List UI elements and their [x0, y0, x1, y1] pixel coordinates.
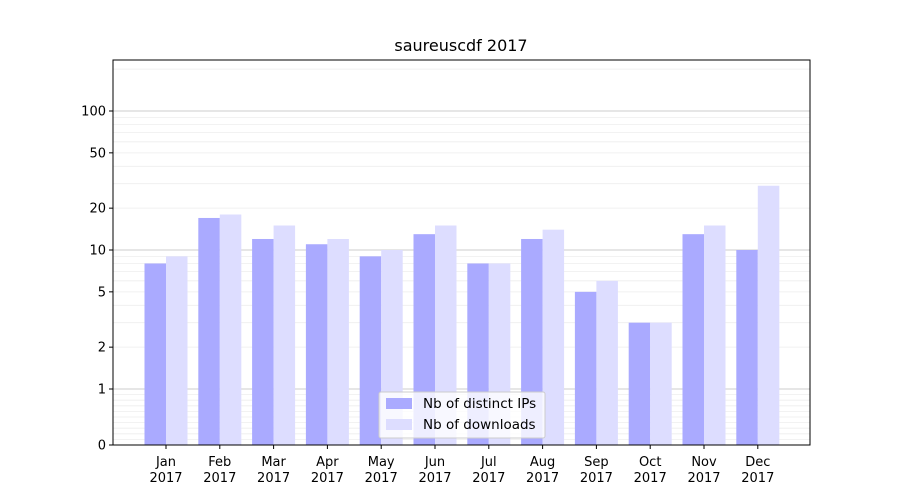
x-tick-label-year: 2017	[741, 471, 774, 486]
bar-downloads	[704, 225, 726, 445]
legend-box	[378, 391, 546, 439]
legend-swatch-downloads	[386, 419, 412, 430]
y-tick-label: 20	[89, 202, 106, 217]
x-axis: Jan2017Feb2017Mar2017Apr2017May2017Jun20…	[149, 445, 774, 486]
y-tick-label: 10	[89, 244, 106, 259]
x-tick-label-month: Nov	[691, 455, 717, 470]
x-tick-label-month: Feb	[208, 455, 231, 470]
bar-downloads	[166, 256, 188, 445]
y-tick-label: 50	[89, 146, 106, 161]
bar-distinct-ips	[359, 256, 382, 445]
x-tick-label-month: Apr	[316, 455, 339, 470]
x-tick-label-year: 2017	[365, 471, 398, 486]
x-tick-label-month: Dec	[745, 455, 770, 470]
y-tick-label: 1	[98, 383, 106, 398]
x-tick-label-year: 2017	[526, 471, 559, 486]
x-tick-label-year: 2017	[311, 471, 344, 486]
bar-downloads	[435, 225, 457, 445]
x-tick-label-month: Mar	[261, 455, 286, 470]
x-tick-label-year: 2017	[687, 471, 720, 486]
bars	[144, 185, 780, 445]
bar-distinct-ips	[198, 217, 220, 445]
y-tick-label: 5	[98, 285, 106, 300]
bar-distinct-ips	[574, 291, 597, 445]
bar-downloads	[542, 229, 565, 445]
y-axis: 0 1 2 5 10 20 50 100	[81, 105, 113, 454]
x-tick-label-year: 2017	[149, 471, 182, 486]
x-tick-label-month: Oct	[639, 455, 661, 470]
x-tick-label-month: May	[368, 455, 395, 470]
x-tick-label-month: Jul	[480, 455, 497, 470]
legend-label-downloads: Nb of downloads	[423, 417, 536, 433]
bar-distinct-ips	[144, 263, 166, 445]
bar-distinct-ips	[305, 244, 328, 445]
legend-label-distinct-ips: Nb of distinct IPs	[423, 396, 536, 412]
chart-title: saureuscdf 2017	[394, 36, 527, 55]
y-tick-label: 0	[98, 439, 106, 454]
bar-downloads	[650, 322, 672, 445]
bar-downloads	[273, 225, 296, 445]
bar-downloads	[327, 238, 349, 445]
bar-downloads	[757, 185, 780, 445]
x-tick-label-year: 2017	[418, 471, 451, 486]
plot-frame	[112, 59, 811, 446]
x-tick-label-month: Sep	[584, 455, 609, 470]
bar-distinct-ips	[736, 250, 758, 445]
bar-distinct-ips	[628, 322, 651, 445]
x-tick-label-year: 2017	[634, 471, 667, 486]
x-tick-label-year: 2017	[472, 471, 505, 486]
bar-distinct-ips	[682, 234, 704, 445]
x-tick-label-month: Aug	[530, 455, 555, 470]
bar-downloads	[219, 214, 242, 445]
legend-swatch-distinct-ips	[386, 398, 412, 409]
x-tick-label-month: Jun	[424, 455, 445, 470]
x-tick-label-month: Jan	[155, 455, 176, 470]
x-tick-label-year: 2017	[257, 471, 290, 486]
y-tick-label: 2	[98, 341, 106, 356]
bar-downloads	[596, 280, 618, 445]
legend: Nb of distinct IPs Nb of downloads	[378, 391, 546, 439]
y-tick-label: 100	[81, 105, 106, 120]
x-tick-label-year: 2017	[203, 471, 236, 486]
bar-distinct-ips	[252, 238, 274, 445]
x-tick-label-year: 2017	[580, 471, 613, 486]
